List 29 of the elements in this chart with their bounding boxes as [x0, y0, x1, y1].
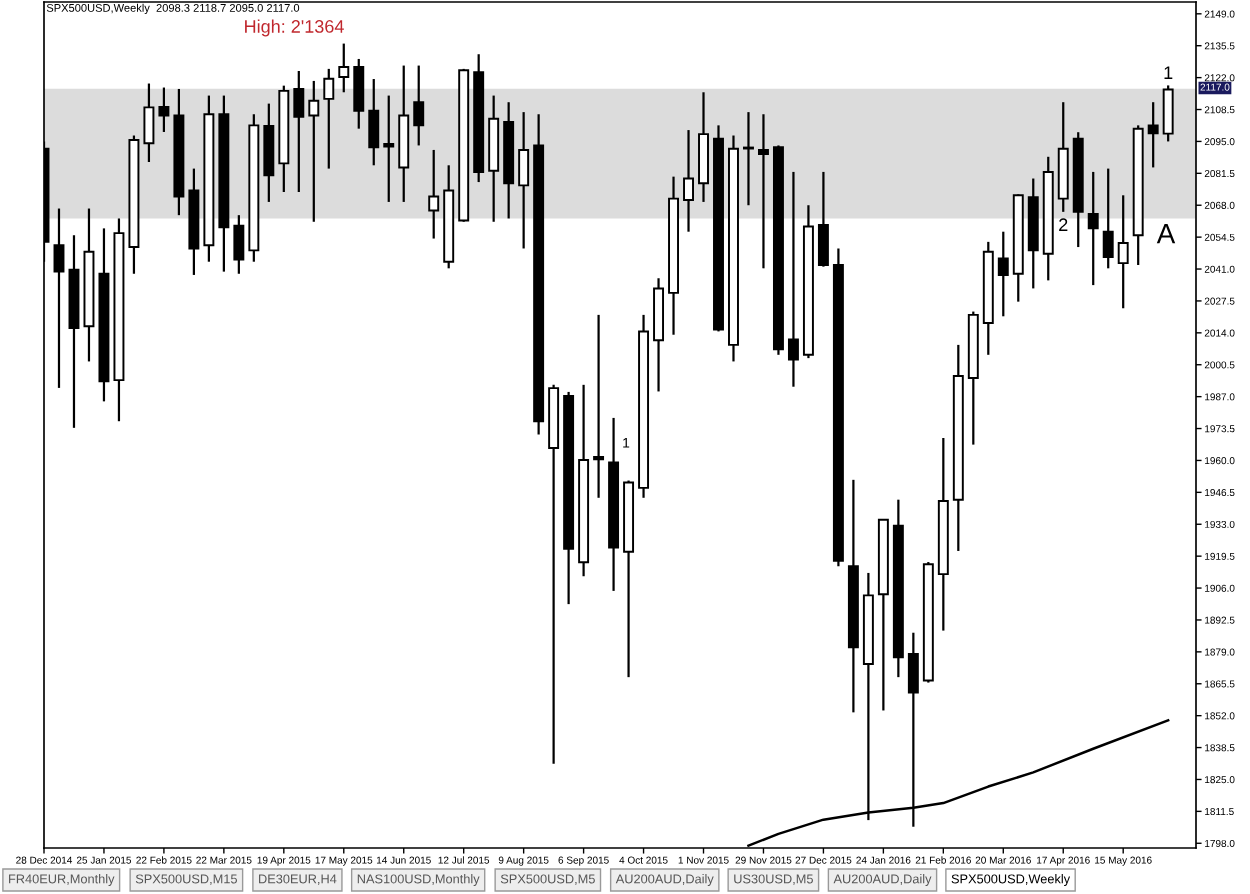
candlestick [383, 94, 395, 204]
candlestick [53, 207, 65, 390]
candlestick [683, 128, 694, 233]
candlestick [308, 79, 320, 223]
annotation: High: 2'1364 [245, 19, 344, 37]
candlestick [368, 77, 380, 167]
annotation: A [1156, 224, 1176, 244]
candlestick [233, 214, 245, 275]
candlestick [817, 170, 829, 268]
annotation: 1 [1164, 66, 1173, 79]
candlestick [787, 170, 799, 388]
candlestick [338, 42, 350, 94]
candlestick [1117, 194, 1129, 310]
candlestick [323, 67, 335, 170]
candlestick [293, 69, 305, 194]
candlestick [1102, 167, 1114, 270]
candlestick [518, 111, 530, 250]
candlestick [158, 86, 170, 134]
candlestick [593, 313, 605, 499]
candlestick [143, 82, 155, 164]
annotation: 2 [1059, 218, 1068, 231]
candlestick [1087, 170, 1099, 287]
candlestick [353, 57, 365, 130]
candlestick [758, 113, 769, 270]
candlestick [1162, 84, 1174, 143]
candlestick [428, 148, 440, 240]
candlestick [997, 230, 1009, 318]
candlestick [413, 64, 425, 147]
candlestick [1147, 101, 1159, 169]
